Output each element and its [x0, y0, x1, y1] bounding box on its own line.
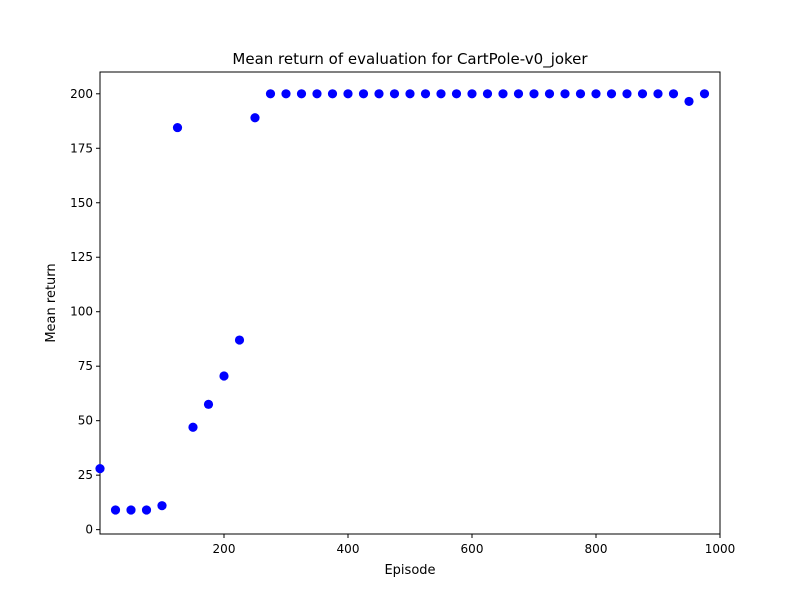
data-point [110, 505, 121, 515]
y-tick-label: 100 [70, 305, 93, 319]
data-point [219, 371, 229, 381]
data-point [188, 422, 198, 432]
y-tick-label: 175 [70, 141, 93, 155]
y-tick-label: 75 [78, 359, 93, 373]
data-point [126, 505, 136, 515]
data-point [668, 89, 679, 99]
x-tick-label: 400 [337, 542, 360, 556]
plot-frame [99, 71, 721, 535]
data-point [312, 89, 322, 99]
data-point [684, 96, 694, 107]
y-axis-label: Mean return [44, 263, 59, 342]
x-tick-label: 200 [213, 542, 236, 556]
data-point [141, 505, 152, 515]
data-point [606, 89, 617, 99]
x-tick-label: 1000 [705, 542, 736, 556]
data-point [234, 335, 245, 345]
data-point [157, 501, 167, 511]
data-point [699, 89, 710, 99]
y-tick-label: 50 [78, 414, 93, 428]
data-point [405, 89, 415, 99]
data-point [498, 89, 508, 99]
data-point [296, 89, 307, 99]
plot-area: 200 400 600 800 1000 0 25 50 75 100 125 150 175 200 [70, 71, 736, 556]
data-point [544, 89, 555, 99]
y-tick-label: 200 [70, 87, 93, 101]
y-axis-ticks: 0 25 50 75 100 125 150 175 200 [70, 87, 100, 537]
data-point [637, 89, 648, 99]
data-point [436, 89, 446, 99]
data-point [327, 89, 338, 99]
data-point [467, 89, 477, 99]
data-point [653, 89, 663, 99]
data-point [591, 89, 601, 99]
data-point [451, 89, 462, 99]
x-axis-label: Episode [384, 563, 435, 578]
data-point [560, 89, 570, 99]
data-point [482, 89, 493, 99]
data-point [172, 122, 183, 133]
y-tick-label: 0 [85, 523, 93, 537]
data-point [250, 113, 260, 123]
data-points [95, 89, 710, 515]
data-point [420, 89, 431, 99]
data-point [95, 464, 105, 474]
data-point [513, 89, 524, 99]
data-point [281, 89, 291, 99]
chart-title: Mean return of evaluation for CartPole-v… [232, 50, 588, 69]
data-point [389, 89, 400, 99]
data-point [374, 89, 384, 99]
x-axis-ticks: 200 400 600 800 1000 [213, 534, 736, 556]
y-tick-label: 125 [70, 250, 93, 264]
data-point [358, 89, 369, 99]
y-tick-label: 25 [78, 468, 93, 482]
x-tick-label: 800 [585, 542, 608, 556]
data-point [265, 89, 276, 99]
y-tick-label: 150 [70, 196, 93, 210]
x-tick-label: 600 [461, 542, 484, 556]
data-point [343, 89, 353, 99]
data-point [575, 89, 586, 99]
data-point [622, 89, 632, 99]
data-point [529, 89, 539, 99]
data-point [203, 399, 214, 409]
